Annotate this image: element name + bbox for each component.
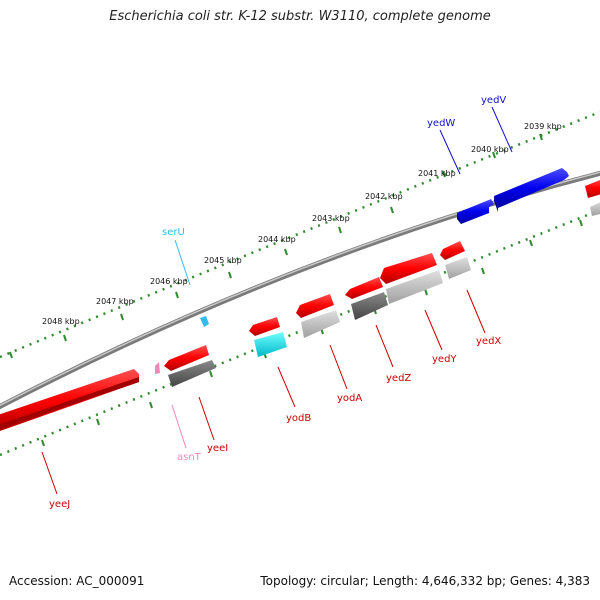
gene-yedZ-glyph[interactable]: [345, 277, 388, 320]
gene-label-yedX: yedX: [476, 336, 501, 347]
gene-yedV-glyph[interactable]: [494, 168, 569, 212]
kbp-label: 2039 kbp: [524, 122, 562, 131]
gene-yedW-glyph[interactable]: [457, 199, 494, 224]
gene-label-yodB: yodB: [286, 413, 311, 424]
kbp-label: 2043 kbp: [312, 214, 350, 223]
gene-label-yeeI: yeeI: [207, 443, 228, 454]
gene-yedX-glyph[interactable]: [440, 241, 471, 279]
upper-ruler-major-ticks: [9, 133, 543, 359]
kbp-label: 2041 kbp: [418, 169, 456, 178]
gene-right-edge-glyph: [585, 180, 600, 216]
kbp-label: 2048 kbp: [42, 317, 80, 326]
chromosome-backbone: [0, 170, 600, 410]
gene-asnT-glyph[interactable]: [155, 362, 160, 374]
accession-label: Accession: AC_000091: [9, 574, 145, 588]
kbp-label: 2040 kbp: [471, 145, 509, 154]
gene-label-yedZ: yedZ: [386, 373, 411, 384]
gene-label-serU: serU: [162, 227, 185, 238]
label-leader-lines: [41, 106, 513, 495]
kbp-labels: 2039 kbp 2040 kbp 2041 kbp 2042 kbp 2043…: [42, 122, 562, 326]
kbp-label: 2044 kbp: [258, 235, 296, 244]
kbp-label: 2047 kbp: [96, 297, 134, 306]
gene-labels: yedV yedW serU yedX yedY yedZ yodA yodB …: [49, 95, 506, 510]
gene-yedY-glyph[interactable]: [380, 253, 443, 304]
gene-label-yedY: yedY: [432, 354, 457, 365]
gene-serU-glyph[interactable]: [200, 316, 209, 327]
gene-yodA-glyph[interactable]: [296, 294, 340, 338]
gene-yodB-glyph[interactable]: [249, 317, 287, 357]
gene-yeeJ-glyph[interactable]: [0, 369, 139, 431]
gene-yeeI-glyph[interactable]: [164, 345, 216, 387]
kbp-label: 2042 kbp: [365, 192, 403, 201]
gene-label-yeeJ: yeeJ: [49, 499, 70, 510]
gene-label-asnT: asnT: [177, 452, 202, 463]
kbp-label: 2045 kbp: [204, 256, 242, 265]
gene-label-yedV: yedV: [481, 95, 506, 106]
gene-label-yodA: yodA: [337, 393, 362, 404]
gene-label-yedW: yedW: [427, 118, 455, 129]
lower-ruler-major-ticks: [41, 219, 583, 447]
genome-stats: Topology: circular; Length: 4,646,332 bp…: [260, 574, 590, 588]
genome-title: Escherichia coli str. K-12 substr. W3110…: [109, 9, 491, 24]
upper-kbp-ruler: [0, 110, 600, 359]
kbp-label: 2046 kbp: [150, 277, 188, 286]
